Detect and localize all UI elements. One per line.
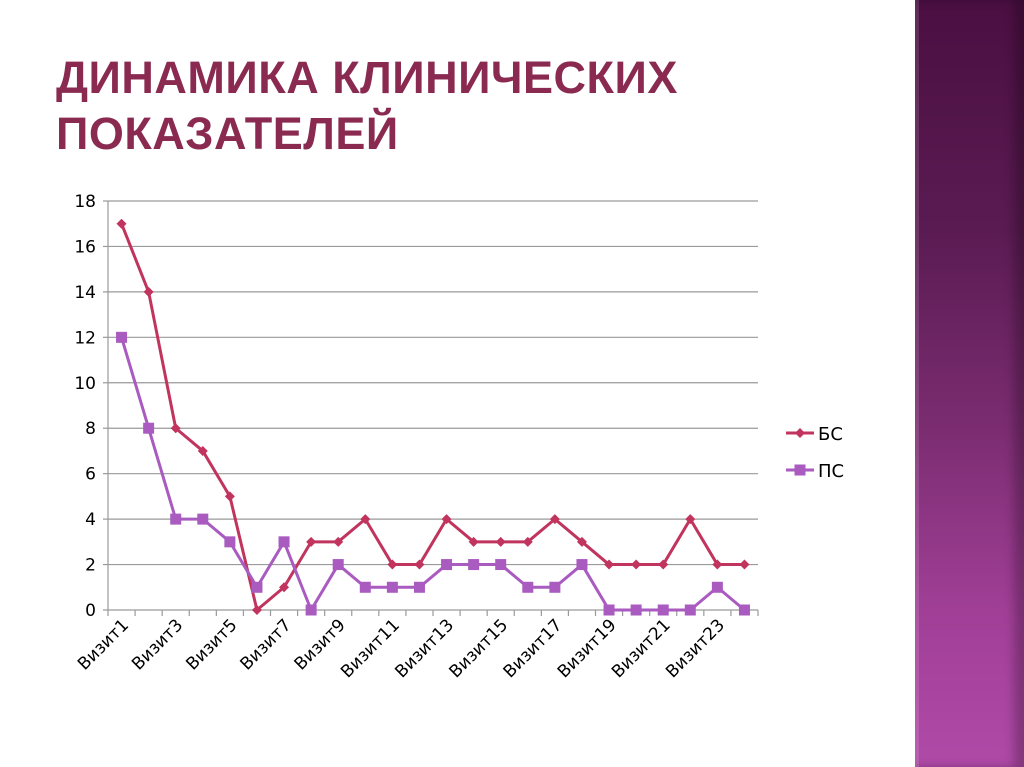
diamond-marker (441, 514, 452, 525)
panel-edge (915, 0, 919, 767)
y-tick-label: 18 (74, 192, 96, 212)
square-marker (251, 581, 263, 593)
square-marker (711, 581, 723, 593)
diamond-marker (279, 582, 290, 593)
x-tick-label: Визит17 (500, 615, 567, 682)
x-tick-label: Визит23 (662, 615, 729, 682)
diamond-marker (604, 559, 615, 570)
x-tick-label: Визит7 (237, 615, 296, 674)
x-tick-label: Визит13 (391, 615, 458, 682)
diamond-marker (143, 286, 154, 297)
square-marker (386, 581, 398, 593)
square-marker (630, 604, 642, 616)
square-marker (197, 513, 209, 525)
y-tick-label: 10 (74, 374, 96, 394)
square-marker (278, 536, 290, 548)
square-marker (738, 604, 750, 616)
square-marker (468, 559, 480, 571)
diamond-marker (522, 536, 533, 547)
square-icon (794, 464, 806, 476)
diamond-icon (795, 428, 805, 438)
square-marker (170, 513, 182, 525)
square-marker (143, 422, 155, 434)
square-marker (495, 559, 507, 571)
square-marker (549, 581, 561, 593)
y-tick-label: 4 (85, 510, 96, 530)
x-tick-label: Визит5 (182, 615, 241, 674)
square-marker (603, 604, 615, 616)
decorative-side-panel (915, 0, 1024, 767)
diamond-marker (468, 536, 479, 547)
y-tick-label: 16 (74, 237, 96, 257)
square-marker (657, 604, 669, 616)
square-marker (441, 559, 453, 571)
x-tick-label: Визит3 (128, 615, 187, 674)
axes (107, 201, 759, 616)
square-marker (224, 536, 236, 548)
y-tick-label: 8 (85, 419, 96, 439)
x-tick-label: Визит15 (446, 615, 513, 682)
diamond-marker (685, 514, 696, 525)
diamond-marker (197, 445, 208, 456)
square-marker (684, 604, 696, 616)
legend-label: БС (818, 424, 843, 445)
square-marker (576, 559, 588, 571)
square-marker (305, 604, 317, 616)
legend: БС ПС (786, 424, 844, 482)
square-marker (332, 559, 344, 571)
line-chart: 0 2 4 6 8 10 12 14 16 18 Визит1Визит3Визит5Визит7… (74, 192, 844, 682)
square-marker (116, 331, 128, 343)
x-tick-label: Визит11 (337, 615, 404, 682)
square-marker (359, 581, 371, 593)
slide-title-line2: ПОКАЗАТЕЛЕЙ (56, 108, 399, 159)
series-lines (116, 218, 750, 616)
square-marker (522, 581, 534, 593)
diamond-marker (306, 536, 317, 547)
diamond-marker (549, 514, 560, 525)
x-tick-label: Визит21 (608, 615, 675, 682)
diamond-marker (658, 559, 669, 570)
legend-item: ПС (786, 461, 844, 482)
square-marker (413, 581, 425, 593)
y-tick-label: 6 (85, 465, 96, 485)
slide-title-line1: ДИНАМИКА КЛИНИЧЕСКИХ (56, 52, 678, 103)
y-tick-label: 2 (85, 556, 96, 576)
x-tick-label: Визит1 (74, 615, 133, 674)
diamond-marker (712, 559, 723, 570)
diamond-marker (116, 218, 127, 229)
diamond-marker (251, 605, 262, 615)
diamond-marker (170, 423, 181, 434)
diamond-marker (224, 491, 235, 502)
diamond-marker (360, 514, 371, 525)
diamond-marker (576, 536, 587, 547)
x-axis-labels: Визит1Визит3Визит5Визит7Визит9Визит11Виз… (74, 615, 729, 682)
legend-item: БС (786, 424, 843, 445)
y-tick-label: 12 (74, 328, 96, 348)
y-tick-label: 14 (74, 283, 96, 303)
legend-label: ПС (818, 461, 844, 482)
diamond-marker (739, 559, 750, 570)
diamond-marker (631, 559, 642, 570)
slide-title: ДИНАМИКА КЛИНИЧЕСКИХ ПОКАЗАТЕЛЕЙ (56, 50, 876, 162)
diamond-marker (387, 559, 398, 570)
series-bs (116, 218, 750, 615)
x-tick-label: Визит19 (554, 615, 621, 682)
diamond-marker (333, 536, 344, 547)
series-line (120, 223, 745, 612)
diamond-marker (414, 559, 425, 570)
y-tick-label: 0 (85, 601, 96, 621)
series-ps (116, 331, 750, 616)
diamond-marker (495, 536, 506, 547)
y-axis-labels: 0 2 4 6 8 10 12 14 16 18 (74, 192, 96, 621)
